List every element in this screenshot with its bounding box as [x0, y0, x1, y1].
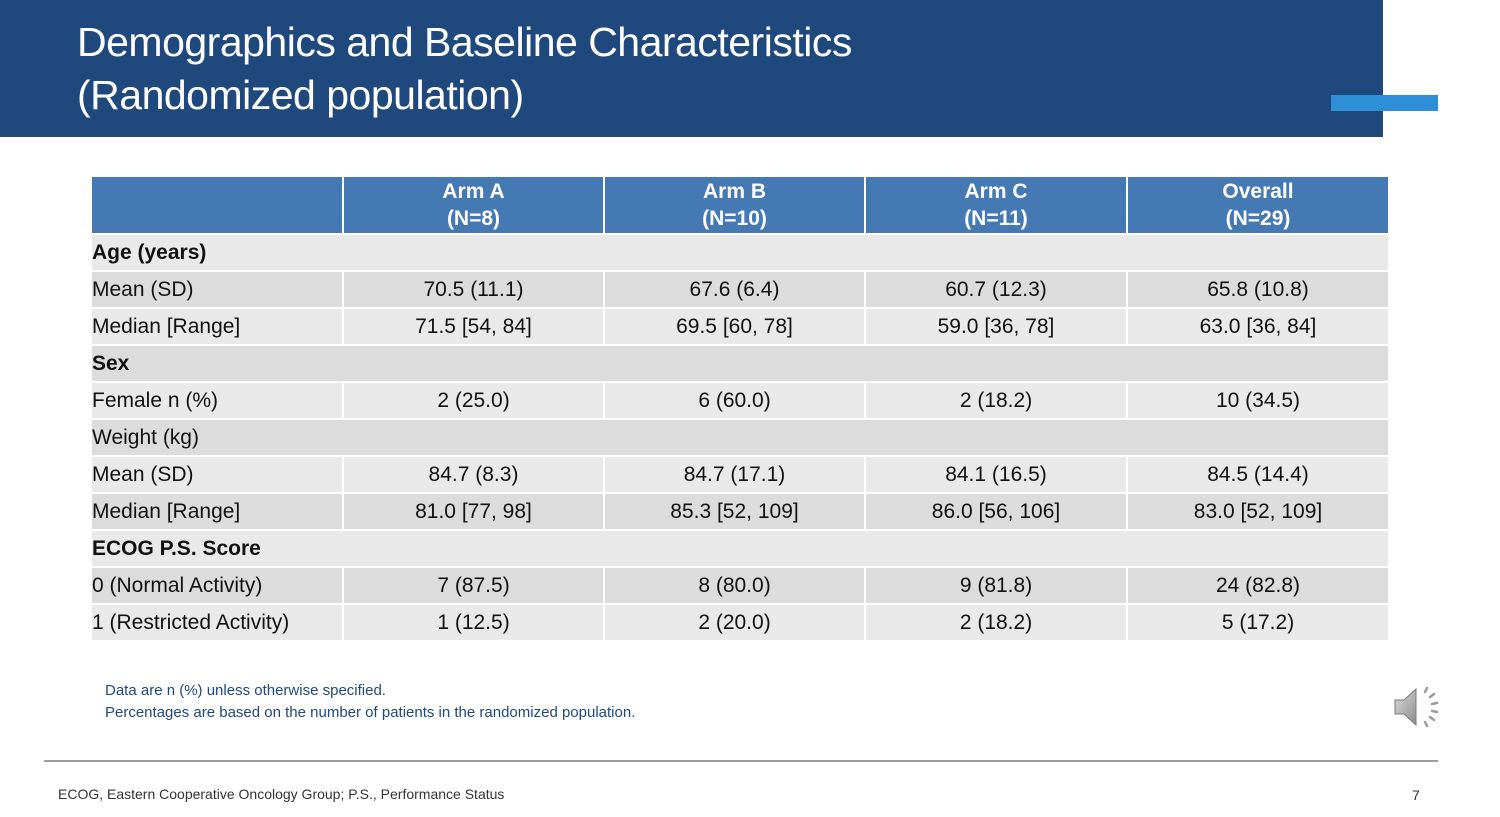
table-cell: 69.5 [60, 78]: [603, 307, 866, 346]
table-cell: 65.8 (10.8): [1126, 270, 1390, 309]
table-cell: 60.7 (12.3): [864, 270, 1128, 309]
section-row: ECOG P.S. Score: [90, 529, 1390, 568]
table-cell: 84.7 (17.1): [603, 455, 866, 494]
table-body: Age (years) Mean (SD) 70.5 (11.1) 67.6 (6.4…: [90, 233, 1390, 642]
title-line-1: Demographics and Baseline Characteristic…: [77, 19, 852, 65]
table-cell: 84.7 (8.3): [342, 455, 605, 494]
table-cell: 2 (20.0): [603, 603, 866, 642]
table-cell: 24 (82.8): [1126, 566, 1390, 605]
footnote: ECOG, Eastern Cooperative Oncology Group…: [58, 786, 505, 802]
table-notes: Data are n (%) unless otherwise specifie…: [105, 680, 635, 724]
table-row: 1 (Restricted Activity) 1 (12.5) 2 (20.0) 2…: [90, 603, 1390, 642]
header-cell-arm-c: Arm C (N=11): [864, 175, 1128, 235]
table-row: Median [Range] 71.5 [54, 84] 69.5 [60, 78]…: [90, 307, 1390, 346]
demographics-table: Arm A (N=8) Arm B (N=10) Arm C (N=11) Overa…: [90, 175, 1390, 642]
table-cell: 83.0 [52, 109]: [1126, 492, 1390, 531]
table-row: Median [Range] 81.0 [77, 98] 85.3 [52, 109…: [90, 492, 1390, 531]
table-cell: 84.1 (16.5): [864, 455, 1128, 494]
row-label: 1 (Restricted Activity): [90, 603, 344, 642]
table-cell: 67.6 (6.4): [603, 270, 866, 309]
table-row: Female n (%) 2 (25.0) 6 (60.0) 2 (18.2) 10 (…: [90, 381, 1390, 420]
row-label: Mean (SD): [90, 270, 344, 309]
title-bar: Demographics and Baseline Characteristic…: [0, 0, 1383, 137]
section-row: Age (years): [90, 233, 1390, 272]
speaker-icon[interactable]: [1392, 684, 1442, 730]
table-cell: 84.5 (14.4): [1126, 455, 1390, 494]
table-cell: 2 (18.2): [864, 603, 1128, 642]
section-label: Age (years): [90, 233, 1390, 272]
table-header-row: Arm A (N=8) Arm B (N=10) Arm C (N=11) Overa…: [90, 175, 1390, 235]
table-cell: 1 (12.5): [342, 603, 605, 642]
table-cell: 71.5 [54, 84]: [342, 307, 605, 346]
note-line-2: Percentages are based on the number of p…: [105, 704, 636, 721]
section-label: Sex: [90, 344, 1390, 383]
row-label: Median [Range]: [90, 492, 344, 531]
table-cell: 70.5 (11.1): [342, 270, 605, 309]
note-line-1: Data are n (%) unless otherwise specifie…: [105, 682, 386, 699]
section-row: Weight (kg): [90, 418, 1390, 457]
footer-divider: [44, 760, 1438, 762]
accent-bar: [1331, 95, 1438, 111]
row-label: Mean (SD): [90, 455, 344, 494]
table-cell: 2 (18.2): [864, 381, 1128, 420]
table-cell: 2 (25.0): [342, 381, 605, 420]
header-cell-arm-a: Arm A (N=8): [342, 175, 605, 235]
page-number: 7: [1412, 787, 1420, 803]
table-row: 0 (Normal Activity) 7 (87.5) 8 (80.0) 9 (81…: [90, 566, 1390, 605]
row-label: Median [Range]: [90, 307, 344, 346]
section-row: Sex: [90, 344, 1390, 383]
table-cell: 86.0 [56, 106]: [864, 492, 1128, 531]
row-label: Female n (%): [90, 381, 344, 420]
header-cell-overall: Overall (N=29): [1126, 175, 1390, 235]
table-cell: 85.3 [52, 109]: [603, 492, 866, 531]
section-label: ECOG P.S. Score: [90, 529, 1390, 568]
table-cell: 7 (87.5): [342, 566, 605, 605]
table-cell: 5 (17.2): [1126, 603, 1390, 642]
table-cell: 10 (34.5): [1126, 381, 1390, 420]
slide-title: Demographics and Baseline Characteristic…: [77, 16, 852, 122]
header-cell-arm-b: Arm B (N=10): [603, 175, 866, 235]
table-row: Mean (SD) 84.7 (8.3) 84.7 (17.1) 84.1 (16.5…: [90, 455, 1390, 494]
table-row: Mean (SD) 70.5 (11.1) 67.6 (6.4) 60.7 (12.3…: [90, 270, 1390, 309]
section-label: Weight (kg): [90, 418, 1390, 457]
table-cell: 9 (81.8): [864, 566, 1128, 605]
table-cell: 59.0 [36, 78]: [864, 307, 1128, 346]
row-label: 0 (Normal Activity): [90, 566, 344, 605]
header-cell-empty: [90, 175, 344, 235]
table-cell: 81.0 [77, 98]: [342, 492, 605, 531]
table-cell: 6 (60.0): [603, 381, 866, 420]
title-line-2: (Randomized population): [77, 72, 524, 118]
table-cell: 63.0 [36, 84]: [1126, 307, 1390, 346]
table-cell: 8 (80.0): [603, 566, 866, 605]
